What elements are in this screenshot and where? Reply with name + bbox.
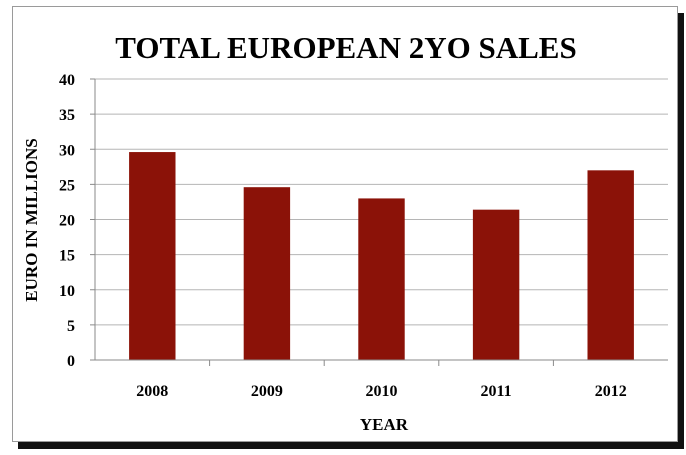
- y-axis-ticks: 0 5 10 15 20 25 30 35 40: [59, 72, 75, 370]
- y-tick-label: 0: [67, 353, 75, 370]
- x-tick-label: 2010: [366, 383, 398, 400]
- x-axis-label: YEAR: [360, 415, 409, 434]
- y-tick-label: 35: [59, 107, 75, 124]
- x-tick-label: 2008: [136, 383, 168, 400]
- y-tick-label: 10: [59, 283, 75, 300]
- y-tick-label: 5: [67, 318, 75, 335]
- x-tick-label: 2011: [481, 383, 512, 400]
- y-tick-label: 40: [59, 72, 75, 89]
- y-tick-label: 15: [59, 248, 75, 265]
- y-axis-label: EURO IN MILLIONS: [22, 138, 41, 301]
- y-tick-label: 20: [59, 213, 75, 230]
- bar-2012: [587, 170, 634, 360]
- x-axis-ticks: 2008 2009 2010 2011 2012: [136, 360, 627, 400]
- y-tick-label: 30: [59, 142, 75, 159]
- bars: [129, 152, 634, 360]
- y-tick-label: 25: [59, 177, 75, 194]
- bar-2011: [472, 209, 520, 360]
- bar-2010: [358, 198, 405, 360]
- x-tick-label: 2012: [595, 383, 627, 400]
- chart-title: TOTAL EUROPEAN 2YO SALES: [115, 30, 576, 65]
- bar-2009: [243, 187, 291, 360]
- x-tick-label: 2009: [251, 383, 283, 400]
- bar-2008: [129, 152, 176, 360]
